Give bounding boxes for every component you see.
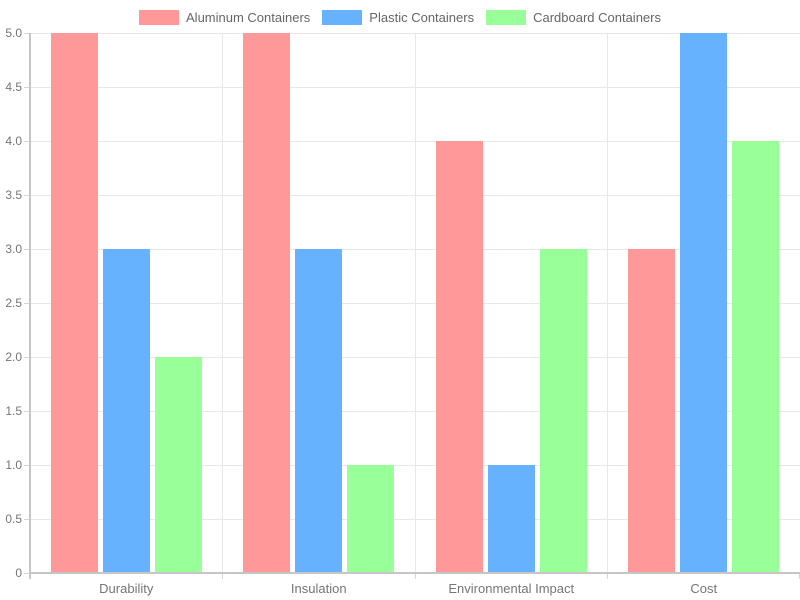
legend-swatch — [139, 10, 180, 25]
bar — [732, 141, 780, 573]
legend-label: Cardboard Containers — [533, 10, 661, 25]
y-axis-tick — [24, 302, 30, 304]
y-axis-tick-label: 4.5 — [5, 80, 22, 94]
x-axis-category-label: Cost — [690, 581, 718, 596]
bar — [347, 465, 395, 573]
bar — [539, 249, 587, 573]
x-axis-category-label: Environmental Impact — [448, 581, 575, 596]
bar — [628, 249, 676, 573]
x-axis-category-label: Durability — [99, 581, 154, 596]
vertical-gridline — [222, 33, 223, 573]
y-axis-tick — [24, 140, 30, 142]
vertical-gridline — [414, 33, 416, 573]
bar — [243, 33, 291, 573]
y-axis-tick-label: 0.5 — [5, 512, 22, 526]
bar — [295, 249, 343, 573]
y-axis-tick — [24, 356, 30, 358]
legend-item[interactable]: Cardboard Containers — [486, 10, 661, 25]
x-axis-tick — [222, 573, 223, 579]
y-axis-tick-label: 1.0 — [5, 458, 22, 472]
bar — [487, 465, 535, 573]
x-axis-tick — [607, 573, 608, 579]
y-axis-tick — [24, 86, 30, 88]
bar — [154, 357, 202, 573]
x-axis-line — [30, 572, 800, 574]
y-axis-tick — [24, 194, 30, 196]
y-axis-tick-label: 3.0 — [5, 242, 22, 256]
legend-label: Aluminum Containers — [186, 10, 311, 25]
y-axis-tick-label: 2.5 — [5, 296, 22, 310]
y-axis-tick — [24, 248, 30, 250]
x-axis-tick — [798, 573, 800, 579]
y-axis-tick-label: 4.0 — [5, 134, 22, 148]
x-axis-tick — [414, 573, 416, 579]
y-axis-tick — [24, 410, 30, 412]
y-axis-tick-label: 2.0 — [5, 350, 22, 364]
y-axis-tick-label: 3.5 — [5, 188, 22, 202]
y-axis-line — [29, 33, 31, 579]
bar — [50, 33, 98, 573]
bar — [102, 249, 150, 573]
legend-item[interactable]: Plastic Containers — [322, 10, 474, 25]
y-axis-tick — [24, 464, 30, 466]
legend-swatch — [322, 10, 363, 25]
y-axis-tick-label: 5.0 — [5, 26, 22, 40]
y-axis-tick — [24, 32, 30, 34]
legend-item[interactable]: Aluminum Containers — [139, 10, 310, 25]
y-axis-tick — [24, 572, 30, 574]
legend-swatch — [486, 10, 527, 25]
y-axis-tick — [24, 518, 30, 520]
x-axis-category-label: Insulation — [290, 581, 347, 596]
legend-label: Plastic Containers — [369, 10, 475, 25]
chart-legend: Aluminum Containers Plastic Containers Car… — [0, 10, 800, 25]
vertical-gridline — [607, 33, 608, 573]
y-axis-tick-label: 1.5 — [5, 404, 22, 418]
bar — [435, 141, 483, 573]
bar — [680, 33, 728, 573]
y-axis-tick-label: 0 — [15, 566, 22, 580]
